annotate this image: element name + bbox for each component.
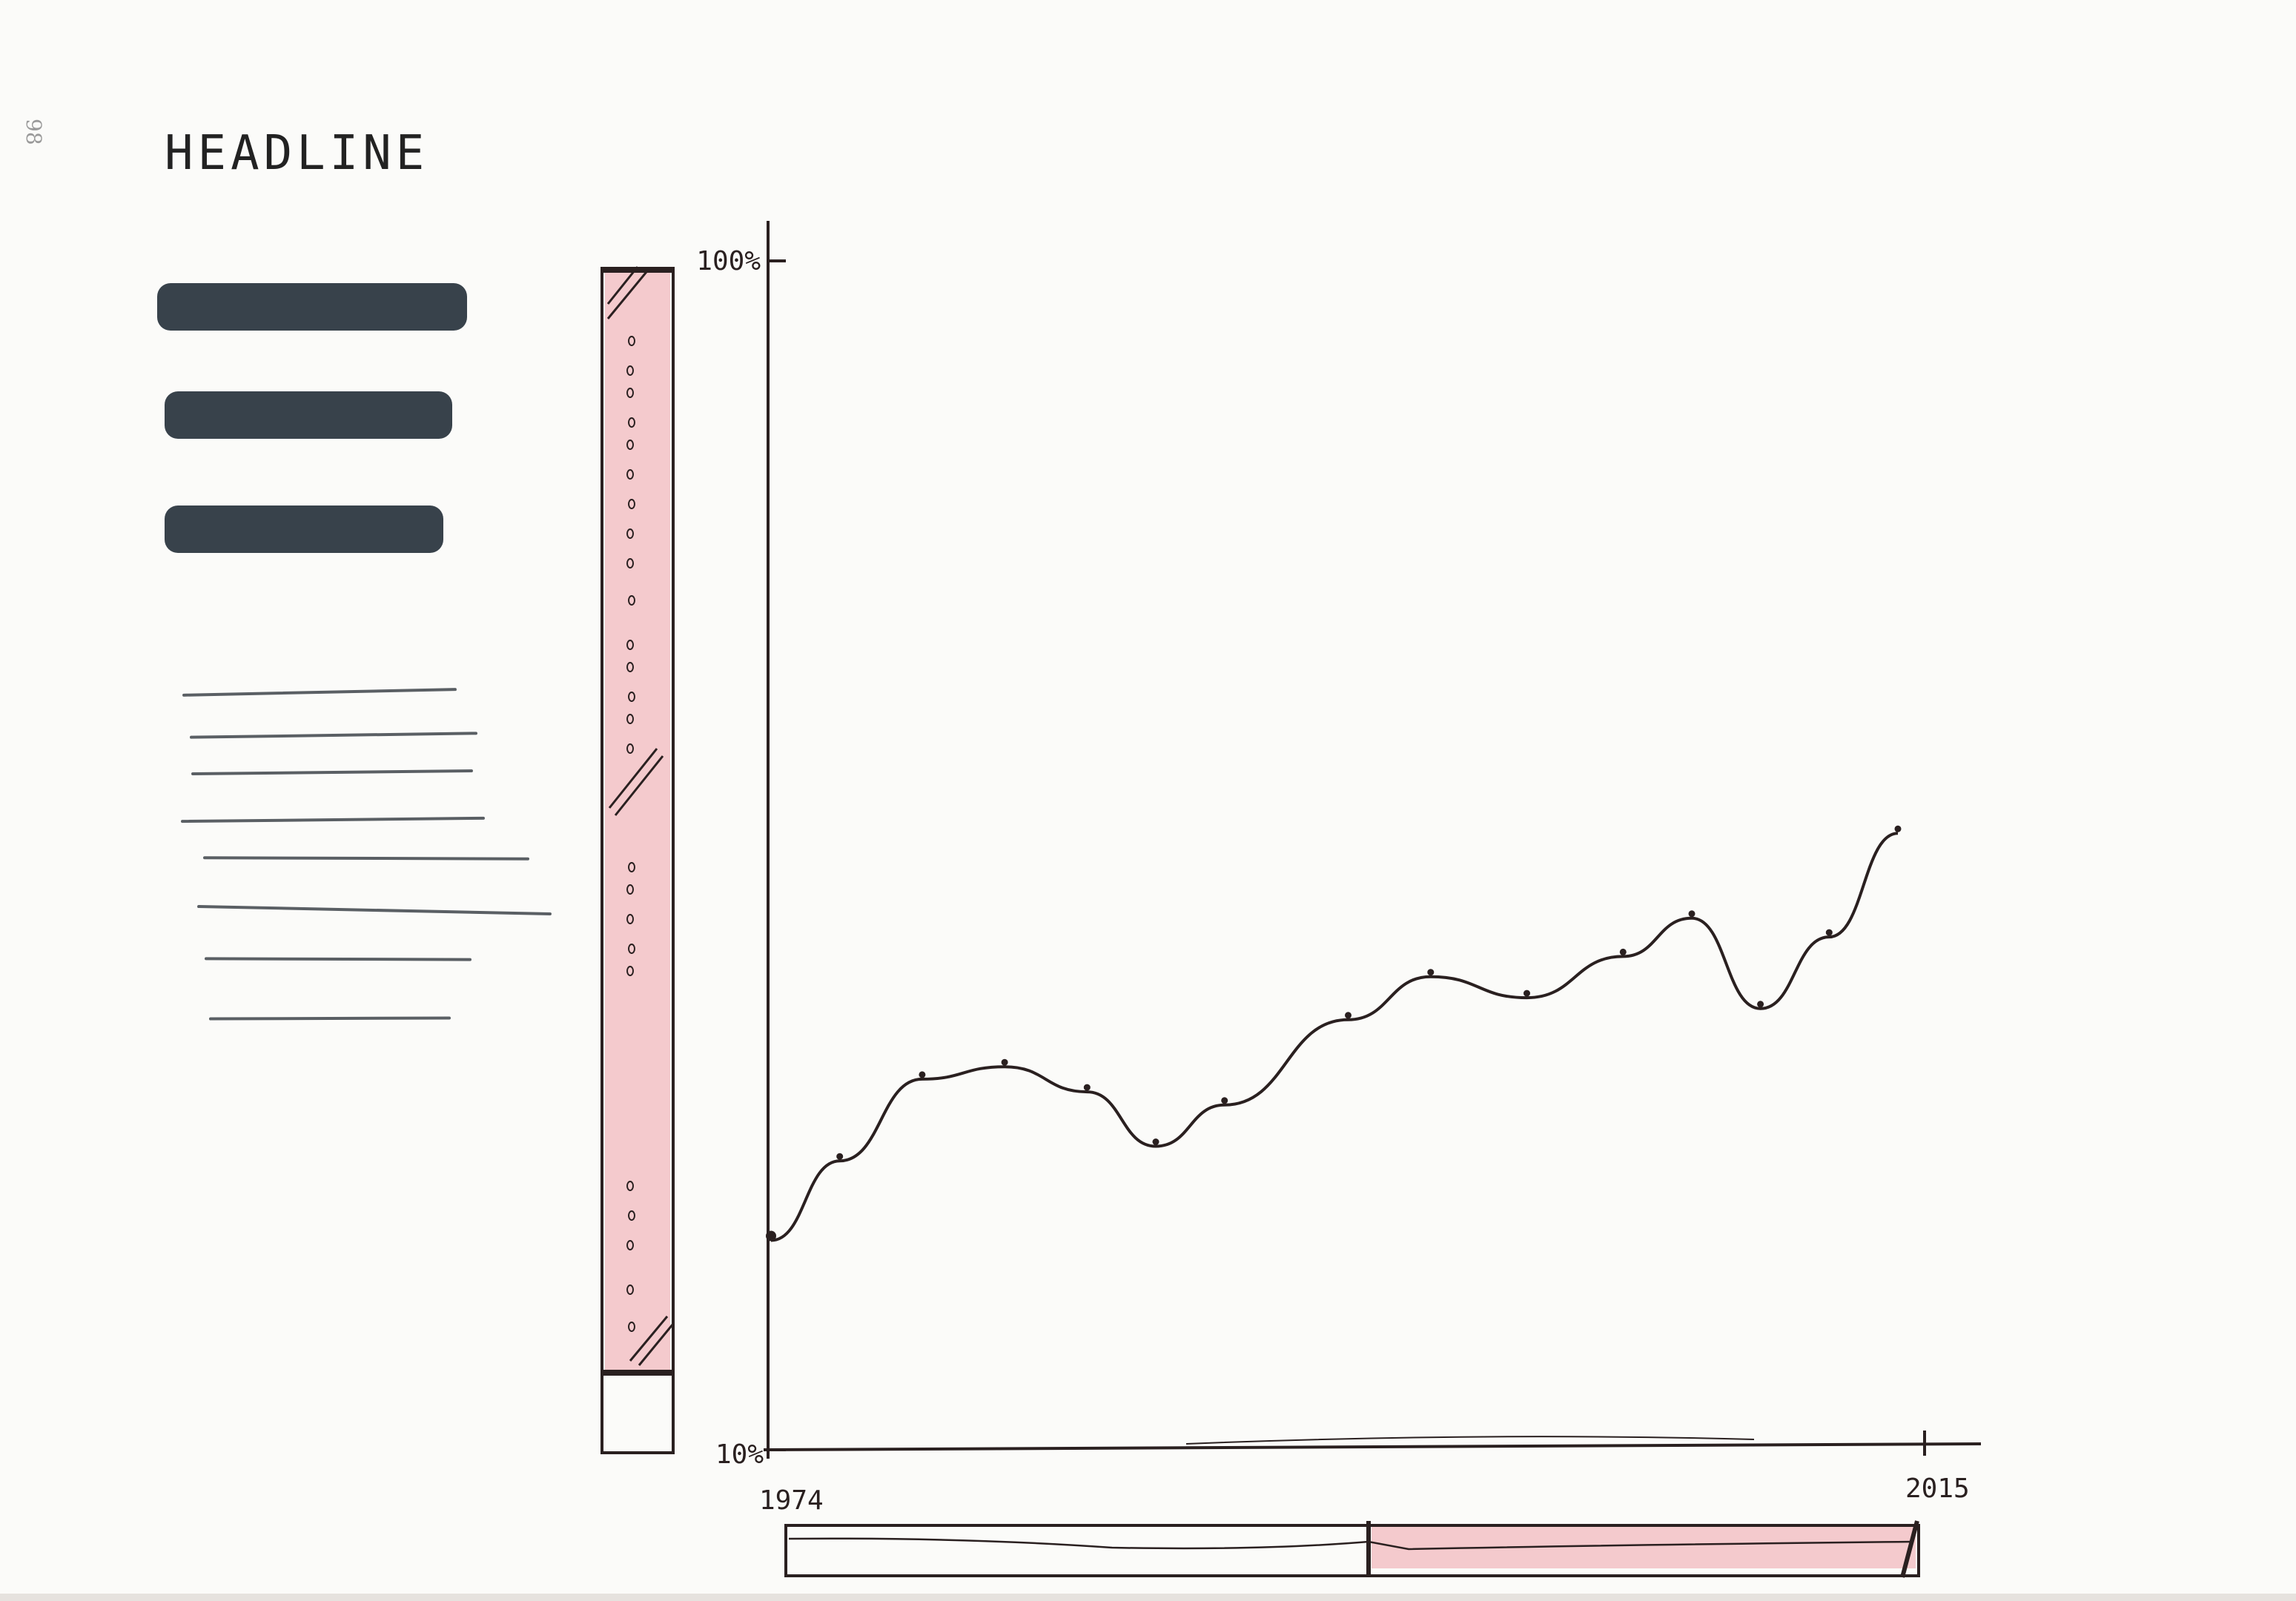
nav-button-2[interactable] — [165, 391, 452, 439]
hatch-mark — [614, 755, 664, 816]
slider-dot — [626, 1181, 634, 1191]
vertical-slider-selection[interactable] — [605, 273, 670, 1370]
data-point — [766, 1230, 776, 1242]
series-points — [766, 825, 1902, 1242]
slider-dot — [626, 528, 634, 539]
hatch-mark — [606, 266, 639, 305]
data-point — [1427, 969, 1435, 976]
slider-dot — [626, 440, 634, 450]
data-point — [1757, 1001, 1764, 1008]
slider-dot — [626, 469, 634, 480]
data-point — [1894, 825, 1902, 832]
slider-dot — [626, 1240, 634, 1250]
slider-dot — [628, 692, 635, 702]
nav-button-3[interactable] — [165, 506, 443, 553]
slider-dot — [626, 714, 634, 724]
slider-dot — [628, 1210, 635, 1221]
data-point — [1688, 910, 1695, 918]
slider-dot — [628, 595, 635, 606]
horizontal-slider-right-handle[interactable] — [1900, 1520, 1919, 1578]
slider-dot — [626, 914, 634, 924]
slider-dot — [626, 388, 634, 398]
series-line — [770, 832, 1899, 1242]
data-point — [1221, 1097, 1228, 1104]
slider-dot — [626, 558, 634, 569]
data-point — [919, 1071, 926, 1078]
vertical-range-slider[interactable] — [601, 266, 675, 1454]
x-axis-scribble — [1185, 1436, 1755, 1445]
x-axis — [763, 1442, 1982, 1451]
data-point — [1619, 948, 1627, 955]
horizontal-range-slider[interactable] — [784, 1520, 1920, 1578]
data-point — [836, 1153, 844, 1160]
hatch-mark — [608, 748, 658, 809]
horizontal-slider-track — [784, 1524, 1920, 1577]
hatch-mark — [629, 1316, 669, 1362]
nav-button-1[interactable] — [157, 283, 467, 331]
data-point — [1345, 1012, 1352, 1019]
slider-dot — [626, 662, 634, 672]
slider-dot — [626, 640, 634, 650]
slider-dot — [626, 743, 634, 754]
y-axis-bottom-label: 10% — [715, 1439, 764, 1470]
data-point — [1152, 1138, 1159, 1145]
horizontal-slider-preview-line — [788, 1537, 1913, 1551]
x-axis-start-label: 1974 — [759, 1485, 824, 1516]
slider-dot — [628, 417, 635, 428]
slider-dot — [628, 944, 635, 954]
data-point — [1083, 1084, 1091, 1091]
slider-dot — [628, 1322, 635, 1332]
slider-dot — [626, 1285, 634, 1295]
vertical-slider-dots — [626, 336, 635, 1332]
data-point — [1825, 929, 1833, 936]
y-axis-top-label: 100% — [696, 246, 761, 276]
x-axis-end-label: 2015 — [1905, 1474, 1970, 1504]
slider-dot — [628, 862, 635, 872]
slider-dot — [628, 336, 635, 346]
slider-dot — [626, 884, 634, 895]
hatch-mark — [638, 1323, 675, 1366]
data-point — [1524, 990, 1530, 997]
slider-dot — [626, 365, 634, 376]
data-point — [1001, 1058, 1008, 1066]
slider-dot — [628, 499, 635, 509]
headline: HEADLINE — [165, 126, 429, 181]
hatch-mark — [606, 268, 651, 319]
slider-dot — [626, 966, 634, 976]
